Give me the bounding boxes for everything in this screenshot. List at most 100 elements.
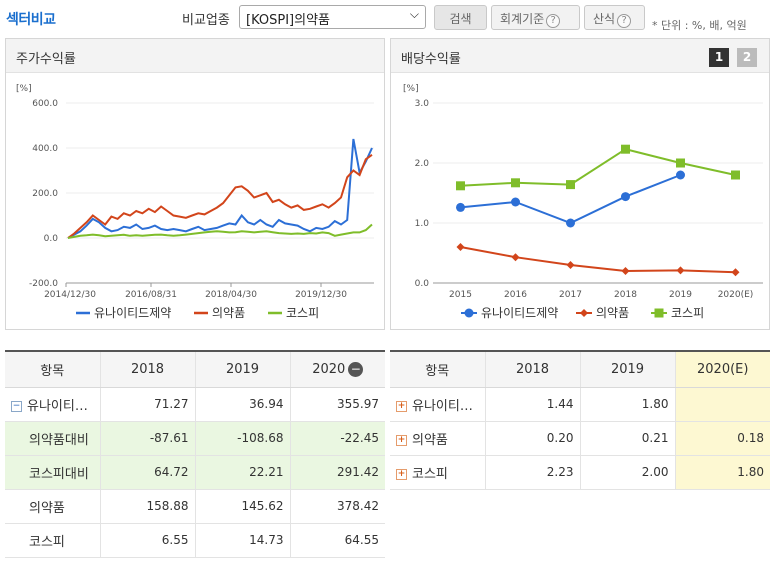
dividend-yield-chart: [%] 3.0 2.0 1.0 0.0 2015 2016 2017 2018 2019 2020(… [403,84,763,320]
cell-value: 2.00 [579,455,675,490]
cell-value: 64.72 [99,455,195,490]
dividend-yield-panel: 배당수익률 1 2 [%] 3.0 2.0 1.0 0.0 2015 2016 2017 201… [390,38,770,330]
formula-button[interactable]: 산식? [584,5,645,30]
dividend-yield-table: 항목 2018 2019 2020(E) + 유나이티… 1.44 1.80 + 의… [390,350,770,490]
cell-value: 0.21 [579,421,675,456]
cell-value: 1.80 [674,455,770,490]
header-item: 항목 [390,350,485,388]
table-row: − 유나이티… 71.27 36.94 355.97 [5,387,385,422]
cell-value: 145.62 [194,489,290,524]
x-tick-label: 2020(E) [718,290,754,300]
top-bar: 섹터비교 비교업종 [KOSPI]의약품 ⌵ 검색 회계기준? 산식? * 단위… [0,0,772,36]
sector-point [511,253,520,262]
company-point [511,197,520,207]
stock-return-panel: 주가수익률 [%] 600.0 400.0 200.0 0.0 -200.0 2014/12… [5,38,385,330]
y-tick-label: 400.0 [32,144,58,154]
page-2-button[interactable]: 2 [737,48,757,67]
collapse-icon[interactable]: − [348,361,364,377]
table-header-row: 항목 2018 2019 2020(E) [390,350,770,388]
legend-label: 유나이티드제약 [481,305,558,320]
cell-value: 6.55 [99,523,195,558]
cell-value: 291.42 [289,455,385,490]
row-label-text: 코스피 [412,466,448,482]
cell-value: 158.88 [99,489,195,524]
header-2020e: 2020(E) [674,350,770,388]
y-tick-label: 3.0 [415,99,430,109]
formula-label: 산식 [593,12,616,26]
unit-note: * 단위 : %, 배, 억원 [652,19,747,32]
sector-select-value: [KOSPI]의약품 [246,13,330,28]
header-2018: 2018 [484,350,580,388]
expand-icon[interactable]: + [396,400,407,412]
company-point [456,202,465,212]
header-2020-label: 2020 [312,361,346,377]
header-2020: 2020− [289,350,385,388]
row-label: 의약품대비 [5,421,100,456]
cell-value: 2.23 [484,455,580,490]
y-tick-label: 0.0 [415,279,430,289]
table-row: 의약품 158.88 145.62 378.42 [5,489,385,524]
legend-label: 코스피 [286,306,319,320]
sector-select[interactable]: [KOSPI]의약품 ⌵ [239,5,426,29]
chevron-down-icon: ⌵ [409,7,419,21]
x-tick-label: 2019/12/30 [295,290,347,300]
y-unit-label: [%] [16,84,32,94]
sector-line [460,246,736,274]
x-tick-label: 2018 [614,290,637,300]
table-row: + 의약품 0.20 0.21 0.18 [390,421,770,456]
row-label-text: 유나이티… [412,398,473,414]
company-point [566,218,575,228]
expand-icon[interactable]: + [396,468,407,480]
page-1-button[interactable]: 1 [709,48,729,67]
cell-value: 64.55 [289,523,385,558]
cell-value [674,387,770,422]
kospi-point [456,181,465,191]
row-label: 코스피 [5,523,100,558]
sector-point [621,267,630,275]
y-tick-label: 0.0 [44,234,59,244]
x-tick-label: 2017 [559,290,582,300]
accounting-standard-button[interactable]: 회계기준? [491,5,580,30]
cell-value: 0.18 [674,421,770,456]
sector-point [456,243,465,251]
cell-value: 1.80 [579,387,675,422]
row-label: − 유나이티… [5,387,100,422]
cell-value: 36.94 [194,387,290,422]
table-row: 의약품대비 -87.61 -108.68 -22.45 [5,421,385,456]
x-tick-label: 2019 [669,290,692,300]
legend-label: 코스피 [671,306,704,320]
kospi-point [731,170,740,180]
company-point [676,170,685,180]
kospi-line [67,223,373,239]
legend-marker [464,308,474,318]
collapse-toggle-icon[interactable]: − [11,400,22,412]
x-tick-label: 2015 [449,290,472,300]
compare-label: 비교업종 [182,13,230,28]
cell-value: 0.20 [484,421,580,456]
help-icon: ? [617,14,632,28]
expand-icon[interactable]: + [396,434,407,446]
legend-label: 유나이티드제약 [94,305,171,320]
table-row: + 코스피 2.23 2.00 1.80 [390,455,770,490]
cell-value: 355.97 [289,387,385,422]
row-label: + 유나이티… [390,387,485,422]
search-button[interactable]: 검색 [434,5,487,30]
y-tick-label: -200.0 [29,279,58,289]
kospi-line [460,148,736,187]
legend-marker [654,308,664,318]
y-tick-label: 200.0 [32,189,58,199]
company-point [621,192,630,202]
y-tick-label: 1.0 [415,219,430,229]
sector-point [731,268,740,277]
cell-value: 378.42 [289,489,385,524]
x-tick-label: 2016 [504,290,527,300]
stock-return-table: 항목 2018 2019 2020− − 유나이티… 71.27 36.94 35… [5,350,385,558]
sector-point [566,261,575,269]
cell-value: -108.68 [194,421,290,456]
cell-value: 14.73 [194,523,290,558]
header-item: 항목 [5,350,100,388]
kospi-point [511,178,520,188]
help-icon: ? [546,14,561,28]
stock-return-header: 주가수익률 [6,39,384,73]
